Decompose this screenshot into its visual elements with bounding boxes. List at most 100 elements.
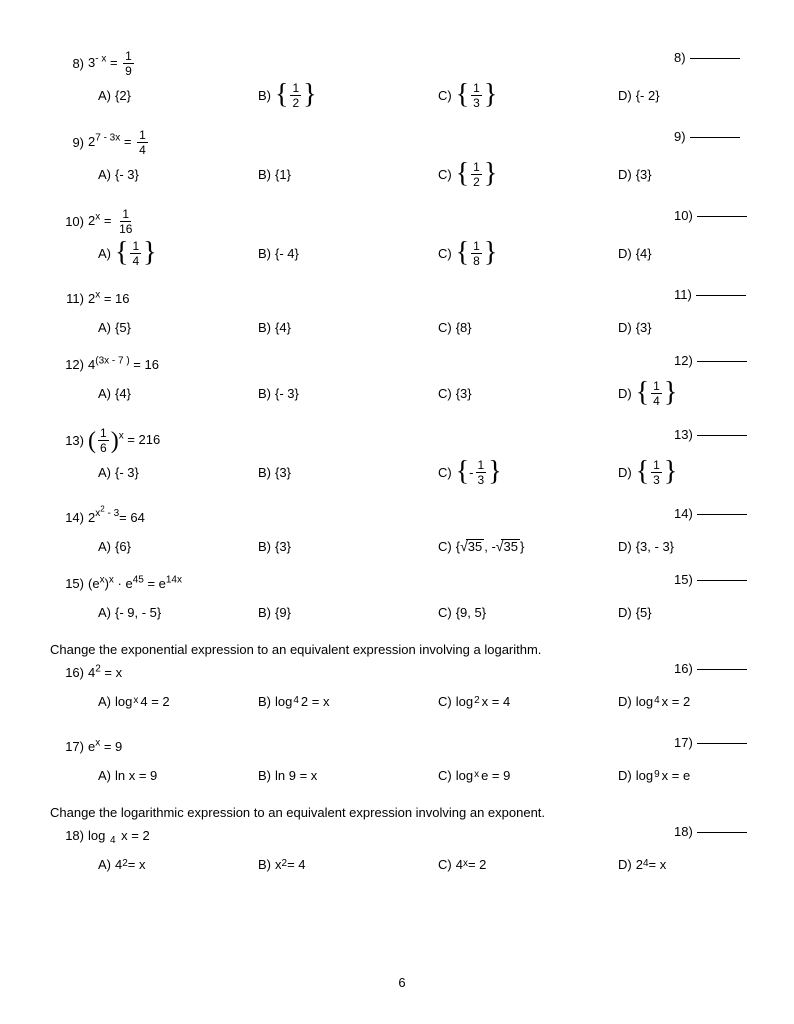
answer-blank[interactable]: 11) [674, 287, 754, 302]
choices-18: A)42 = x B)x2 = 4 C)4x = 2 D)24 = x [50, 848, 754, 880]
q-num: 11) [62, 291, 84, 306]
question-15: 15) (ex)x · e45 = e14x 15) [50, 572, 754, 594]
choices-14: A){6} B){3} C){√35, - √35} D){3, - 3} [50, 530, 754, 562]
answer-blank[interactable]: 9) [674, 129, 754, 144]
stem-text: (16)x = 216 [88, 427, 160, 454]
q-num: 12) [62, 357, 84, 372]
answer-blank[interactable]: 10) [674, 208, 754, 223]
answer-blank[interactable]: 8) [674, 50, 754, 65]
choices-17: A)ln x = 9 B)ln 9 = x C)logx e = 9 D)log… [50, 759, 754, 791]
answer-blank[interactable]: 18) [674, 824, 754, 839]
choice-b[interactable]: B){9} [258, 596, 438, 628]
stem-text: 4(3x - 7 ) = 16 [88, 357, 159, 372]
stem-text: ex = 9 [88, 739, 122, 754]
choice-b[interactable]: B){3} [258, 456, 438, 488]
choice-c[interactable]: C){3} [438, 377, 618, 409]
choice-b[interactable]: B){4} [258, 311, 438, 343]
choice-a[interactable]: A){- 3} [98, 456, 258, 488]
choice-d[interactable]: D){4} [618, 237, 738, 269]
choice-b[interactable]: B){3} [258, 530, 438, 562]
q-num: 15) [62, 576, 84, 591]
choices-8: A){2} B){12} C){13} D){- 2} [50, 79, 754, 111]
stem-text: log 4 x = 2 [88, 828, 150, 843]
choices-10: A){14} B){- 4} C){18} D){4} [50, 237, 754, 269]
choice-d[interactable]: D)24 = x [618, 848, 738, 880]
q-num: 14) [62, 510, 84, 525]
choice-a[interactable]: A){5} [98, 311, 258, 343]
choices-12: A){4} B){- 3} C){3} D){14} [50, 377, 754, 409]
q-num: 18) [62, 828, 84, 843]
question-9: 9) 27 - 3x = 14 9) [50, 129, 754, 156]
choice-a[interactable]: A){2} [98, 79, 258, 111]
question-14: 14) 2x2 - 3= 64 14) [50, 506, 754, 528]
question-11: 11) 2x = 16 11) [50, 287, 754, 309]
stem-text: 2x2 - 3= 64 [88, 510, 145, 525]
q-num: 16) [62, 665, 84, 680]
page-number: 6 [50, 975, 754, 990]
answer-blank[interactable]: 17) [674, 735, 754, 750]
choice-a[interactable]: A){- 3} [98, 158, 258, 190]
q-num: 13) [62, 433, 84, 448]
choice-b[interactable]: B){12} [258, 79, 438, 111]
choice-c[interactable]: C){8} [438, 311, 618, 343]
choice-d[interactable]: D){13} [618, 456, 738, 488]
choice-d[interactable]: D){3, - 3} [618, 530, 738, 562]
q-num: 10) [62, 214, 84, 229]
answer-blank[interactable]: 12) [674, 353, 754, 368]
stem-text: 2x = 116 [88, 208, 136, 235]
question-17: 17) ex = 9 17) [50, 735, 754, 757]
choice-a[interactable]: A)ln x = 9 [98, 759, 258, 791]
question-10: 10) 2x = 116 10) [50, 208, 754, 235]
choice-a[interactable]: A){6} [98, 530, 258, 562]
choice-d[interactable]: D)log 4 x = 2 [618, 685, 738, 717]
choice-d[interactable]: D)log9 x = e [618, 759, 738, 791]
choice-d[interactable]: D){14} [618, 377, 738, 409]
choice-d[interactable]: D){3} [618, 311, 738, 343]
question-18: 18) log 4 x = 2 18) [50, 824, 754, 846]
stem-text: (ex)x · e45 = e14x [88, 576, 182, 591]
choice-c[interactable]: C)log 2 x = 4 [438, 685, 618, 717]
choice-b[interactable]: B)x2 = 4 [258, 848, 438, 880]
q-num: 9) [62, 135, 84, 150]
choice-d[interactable]: D){3} [618, 158, 738, 190]
choice-c[interactable]: C){18} [438, 237, 618, 269]
choice-a[interactable]: A){- 9, - 5} [98, 596, 258, 628]
choice-b[interactable]: B)log 4 2 = x [258, 685, 438, 717]
answer-blank[interactable]: 13) [674, 427, 754, 442]
answer-blank[interactable]: 16) [674, 661, 754, 676]
q-num: 17) [62, 739, 84, 754]
choices-11: A){5} B){4} C){8} D){3} [50, 311, 754, 343]
worksheet-page: 8) 3- x = 19 8) A){2} B){12} C){13} D){-… [50, 50, 754, 990]
choices-13: A){- 3} B){3} C){- 13} D){13} [50, 456, 754, 488]
question-13: 13) (16)x = 216 13) [50, 427, 754, 454]
question-8: 8) 3- x = 19 8) [50, 50, 754, 77]
choice-a[interactable]: A){14} [98, 237, 258, 269]
answer-blank[interactable]: 15) [674, 572, 754, 587]
choice-b[interactable]: B){1} [258, 158, 438, 190]
choice-c[interactable]: C){- 13} [438, 456, 618, 488]
stem-text: 42 = x [88, 665, 122, 680]
choice-b[interactable]: B){- 4} [258, 237, 438, 269]
choice-d[interactable]: D){5} [618, 596, 738, 628]
choices-15: A){- 9, - 5} B){9} C){9, 5} D){5} [50, 596, 754, 628]
instruction-2: Change the logarithmic expression to an … [50, 805, 754, 820]
choice-c[interactable]: C)4x = 2 [438, 848, 618, 880]
answer-blank[interactable]: 14) [674, 506, 754, 521]
choice-c[interactable]: C){12} [438, 158, 618, 190]
choice-b[interactable]: B)ln 9 = x [258, 759, 438, 791]
choice-b[interactable]: B){- 3} [258, 377, 438, 409]
choice-c[interactable]: C){√35, - √35} [438, 530, 618, 562]
choice-c[interactable]: C)logx e = 9 [438, 759, 618, 791]
choice-a[interactable]: A)log x 4 = 2 [98, 685, 258, 717]
choice-c[interactable]: C){9, 5} [438, 596, 618, 628]
question-12: 12) 4(3x - 7 ) = 16 12) [50, 353, 754, 375]
choices-16: A)log x 4 = 2 B)log 4 2 = x C)log 2 x = … [50, 685, 754, 717]
question-16: 16) 42 = x 16) [50, 661, 754, 683]
choices-9: A){- 3} B){1} C){12} D){3} [50, 158, 754, 190]
q-num: 8) [62, 56, 84, 71]
choice-d[interactable]: D){- 2} [618, 79, 738, 111]
choice-a[interactable]: A)42 = x [98, 848, 258, 880]
stem-text: 27 - 3x = 14 [88, 129, 150, 156]
choice-c[interactable]: C){13} [438, 79, 618, 111]
choice-a[interactable]: A){4} [98, 377, 258, 409]
